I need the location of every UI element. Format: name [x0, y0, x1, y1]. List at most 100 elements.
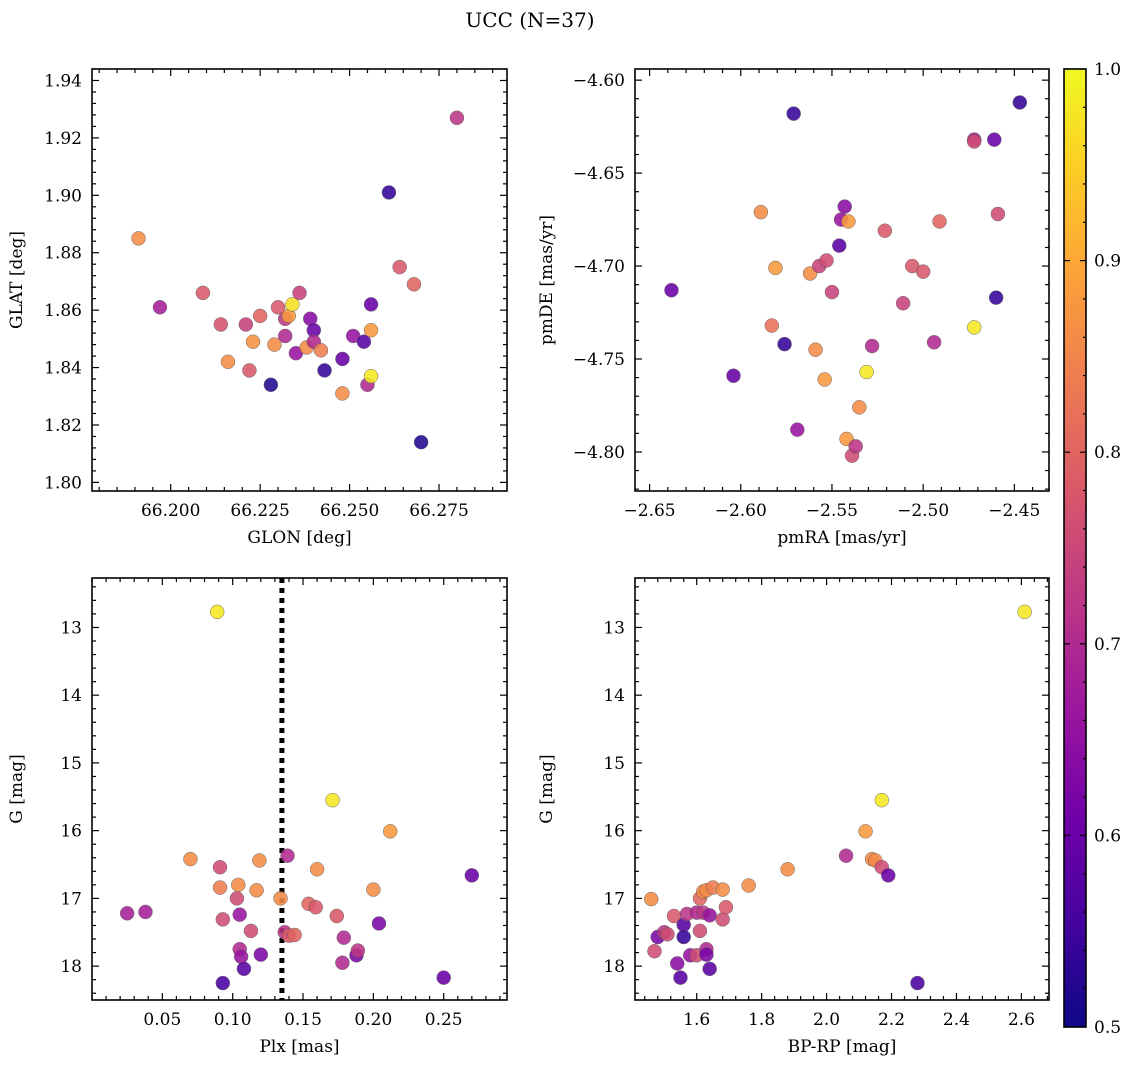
- scatter-point: [413, 434, 429, 450]
- scatter-point: [673, 970, 688, 985]
- x-tick-label: 1.6: [683, 1010, 710, 1030]
- y-tick-label: 14: [603, 686, 625, 706]
- scatter-point: [382, 824, 398, 839]
- scatter-point: [1017, 604, 1032, 620]
- colorbar-tick-label: 0.9: [1094, 252, 1121, 272]
- axes-frame: [91, 577, 508, 1001]
- x-tick-label: −2.60: [715, 501, 767, 521]
- y-tick-label: 15: [60, 754, 82, 774]
- scatter-point: [877, 223, 893, 238]
- scatter-point: [335, 351, 350, 367]
- scatter-point: [780, 862, 795, 877]
- scatter-point: [229, 891, 245, 906]
- axes-frame: [91, 68, 508, 492]
- y-axis-label: G [mag]: [537, 754, 557, 823]
- figure-title: UCC (N=37): [465, 8, 594, 32]
- x-tick-label: 66.250: [320, 501, 379, 521]
- scatter-point: [292, 285, 307, 301]
- scatter-point: [406, 277, 422, 292]
- y-tick-label: −4.65: [573, 164, 625, 184]
- x-tick-label: 66.200: [141, 501, 200, 521]
- scatter-point: [643, 891, 659, 907]
- scatter-point: [215, 975, 231, 991]
- x-tick-label: −2.65: [624, 501, 676, 521]
- scatter-point: [859, 364, 874, 380]
- x-tick-label: −2.55: [806, 501, 858, 521]
- y-tick-label: 1.94: [44, 71, 82, 91]
- scatter-point: [715, 882, 730, 897]
- panel-bprp-g: 1.6 1.8 2.0 2.2 2.4 2.6 13 14 15 16 17 18 BP-RP [mag…: [537, 577, 1050, 1057]
- scatter-point: [702, 961, 717, 977]
- scatter-point: [238, 317, 254, 332]
- scatter-point: [220, 354, 236, 370]
- scatter-point: [858, 824, 873, 839]
- y-tick-label: 1.86: [44, 301, 82, 321]
- scatter-point: [819, 253, 834, 268]
- panel-pmra-pmde: −2.65 −2.60 −2.55 −2.50 −2.45 −4.80 −4.75 −4.70…: [537, 68, 1050, 548]
- scatter-point: [392, 259, 407, 275]
- scatter-point: [209, 604, 225, 620]
- scatter-point: [313, 343, 329, 358]
- scatter-point: [215, 912, 231, 927]
- scatter-point: [988, 290, 1004, 305]
- scatter-point: [726, 368, 741, 383]
- colorbar-fill: [1064, 69, 1086, 1027]
- scatter-point: [824, 284, 840, 300]
- axes-frame: [634, 577, 1050, 1001]
- scatter-point: [285, 297, 300, 312]
- scatter-point: [131, 231, 146, 246]
- scatter-point: [280, 848, 295, 863]
- scatter-point: [363, 322, 379, 338]
- colorbar-tick-label: 0.5: [1094, 1018, 1121, 1038]
- scatter-point: [152, 300, 168, 315]
- scatter-point: [436, 970, 451, 985]
- scatter-point: [329, 908, 345, 924]
- scatter-point: [786, 106, 801, 121]
- scatter-point: [277, 328, 293, 344]
- x-tick-label: 66.225: [230, 501, 289, 521]
- x-tick-label: −2.45: [988, 501, 1040, 521]
- scatter-point: [915, 264, 931, 279]
- y-tick-label: 1.80: [44, 473, 82, 493]
- scatter-point: [926, 335, 942, 350]
- scatter-point: [715, 912, 730, 927]
- x-tick-label: 0.10: [214, 1010, 252, 1030]
- scatter-point: [790, 422, 805, 437]
- scatter-point: [309, 862, 325, 877]
- scatter-point: [242, 363, 257, 378]
- scatter-point: [881, 868, 896, 883]
- scatter-point: [325, 792, 340, 808]
- scatter-point: [852, 400, 867, 415]
- x-tick-label: 2.0: [813, 1010, 840, 1030]
- scatter-point: [753, 204, 769, 220]
- scatter-point: [966, 134, 982, 149]
- y-tick-label: 14: [60, 686, 82, 706]
- scatter-point: [233, 949, 249, 964]
- scatter-point: [183, 851, 198, 867]
- scatter-point: [252, 308, 268, 324]
- y-tick-label: 16: [60, 822, 82, 842]
- scatter-point: [702, 908, 717, 923]
- scatter-point: [817, 372, 832, 387]
- scatter-point: [987, 132, 1002, 147]
- x-tick-label: 2.6: [1008, 1010, 1035, 1030]
- x-tick-label: 0.05: [143, 1010, 181, 1030]
- colorbar-frame: [1063, 68, 1087, 1028]
- scatter-point: [336, 930, 352, 945]
- scatter-point: [808, 342, 823, 357]
- scatter-point: [832, 238, 847, 253]
- scatter-point: [287, 927, 302, 943]
- scatter-point: [363, 368, 379, 384]
- colorbar-tick-label: 1.0: [1094, 60, 1121, 80]
- scatter-point: [213, 317, 229, 332]
- scatter-point: [910, 975, 925, 991]
- scatter-point: [692, 923, 708, 939]
- scatter-point: [317, 363, 332, 378]
- scatter-point: [1012, 95, 1028, 110]
- scatter-point: [777, 336, 792, 352]
- scatter-point: [236, 961, 252, 977]
- y-axis-label: pmDE [mas/yr]: [537, 215, 557, 345]
- scatter-point: [335, 386, 350, 401]
- scatter-point: [232, 907, 247, 922]
- scatter-point: [350, 943, 366, 958]
